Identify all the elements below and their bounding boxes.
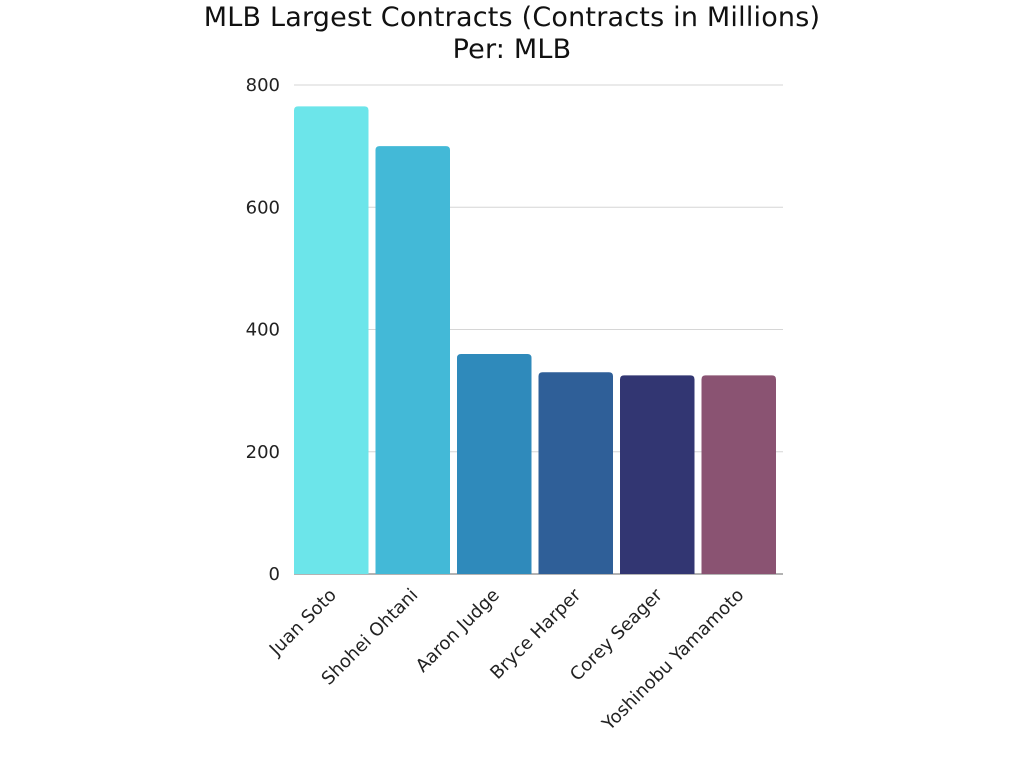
y-tick-label: 600: [246, 197, 280, 218]
chart-title: MLB Largest Contracts (Contracts in Mill…: [203, 2, 821, 33]
x-category-label: Juan Soto: [265, 585, 341, 661]
y-tick-label: 400: [246, 320, 280, 341]
x-category-label: Yoshinobu Yamamoto: [598, 585, 749, 736]
bar-yoshinobu-yamamoto: [701, 375, 776, 574]
y-tick-label: 200: [246, 442, 280, 463]
bar-bryce-harper: [538, 372, 613, 574]
bars: [294, 106, 776, 575]
chart-subtitle: Per: MLB: [452, 34, 572, 65]
chart-title-block: MLB Largest Contracts (Contracts in Mill…: [0, 2, 1024, 66]
y-axis-tick-labels: 0 200 400 600 800: [246, 75, 280, 585]
y-tick-label: 800: [246, 75, 280, 96]
bar-corey-seager: [620, 375, 695, 574]
x-category-label: Aaron Judge: [412, 585, 504, 677]
bar-juan-soto: [294, 106, 369, 575]
bar-aaron-judge: [457, 353, 532, 574]
bar-shohei-ohtani: [375, 146, 450, 574]
y-tick-label: 0: [269, 564, 280, 585]
